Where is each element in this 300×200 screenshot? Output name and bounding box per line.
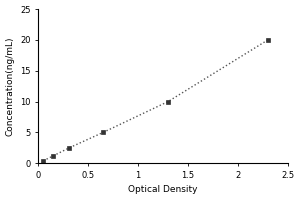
X-axis label: Optical Density: Optical Density <box>128 185 198 194</box>
Y-axis label: Concentration(ng/mL): Concentration(ng/mL) <box>6 36 15 136</box>
